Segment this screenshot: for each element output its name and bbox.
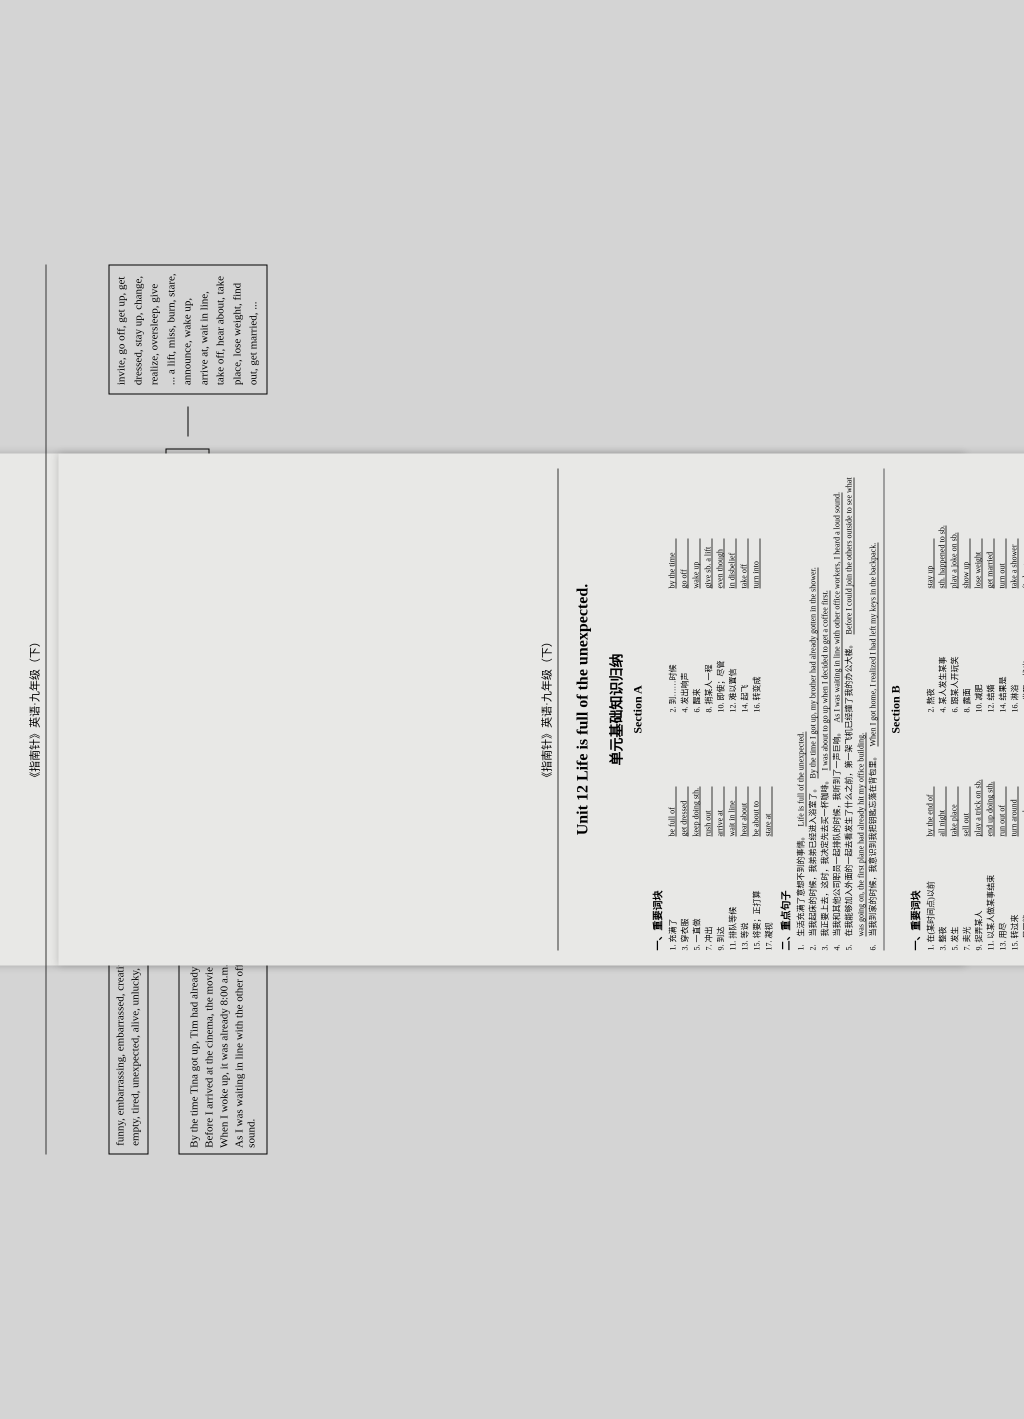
vocab-answer: stare at: [763, 717, 774, 837]
vocab-answer: take place: [949, 717, 960, 837]
vocab-title-a: 一、重要词块: [649, 469, 664, 951]
sentence-item: 5.在我能够加入外面的一起去看发生了什么之前，第一架飞机已经撞了我的办公大楼。 …: [843, 469, 867, 951]
vocab-answer: in disbelief: [727, 469, 738, 589]
vocab-answer: get married: [985, 469, 996, 589]
vocab-answer: sth. happened to sb.: [937, 469, 948, 589]
vocab-answer: get dressed: [679, 717, 690, 837]
vocab-item: 8. 捎某人一程: [703, 593, 714, 713]
vocab-answer: turn out: [997, 469, 1008, 589]
vocab-answer: even though: [715, 469, 726, 589]
vocab-answer: all night: [937, 717, 948, 837]
vocab-answer: go off: [679, 469, 690, 589]
vocab-item: 4. 发出响声: [679, 593, 690, 713]
sentence-item: 1.生活充满了意想不到的事情。 Life is full of the unex…: [795, 469, 807, 951]
vocab-item: 1. 在(某时间点)以前: [925, 841, 936, 951]
vocab-item: 9. 捉弄某人: [973, 841, 984, 951]
unit-title-right: Unit 12 Life is full of the unexpected.: [574, 469, 592, 951]
sentence-item: 3.我正要上去，这时，我决定先去买一杯咖啡。 I was about to go…: [819, 469, 831, 951]
vocab-answer: turn into: [751, 469, 762, 589]
vocab-item: 6. 醒来: [691, 593, 702, 713]
vocab-item: 16. 淋浴: [1009, 593, 1020, 713]
vocab-item: 10. 即使；尽管: [715, 593, 726, 713]
vocab-answer: take off: [739, 469, 750, 589]
vocab-item: 6. 跟某人开玩笑: [949, 593, 960, 713]
vocab-answer: run out of: [997, 717, 1008, 837]
vocab-answer: give sb. a lift: [703, 469, 714, 589]
sentence-list-a: 1.生活充满了意想不到的事情。 Life is full of the unex…: [795, 469, 879, 951]
vocab-item: 14. 结果是: [997, 593, 1008, 713]
vocab-answer: lose weight: [973, 469, 984, 589]
vocab-item: 10. 减肥: [973, 593, 984, 713]
connector-line: [187, 406, 188, 436]
vocab-item: 3. 整夜: [937, 841, 948, 951]
vocab-item: 11. 以某人做某事结束: [985, 841, 996, 951]
vocab-item: 12. 结婚: [985, 593, 996, 713]
vocab-item: 13. 等说: [739, 841, 750, 951]
vocab-item: 13. 用尽: [997, 841, 1008, 951]
vocab-answer: stay up: [925, 469, 936, 589]
vocab-grid-a: 1. 充满了 be full of 2. 到……时候 by the time 3. 穿衣…: [667, 469, 774, 951]
sentence-item: 6.当我到家的时候，我意识到我把钥匙忘落在背包里。 When I got hom…: [867, 469, 879, 951]
vocab-item: 4. 某人发生某事: [937, 593, 948, 713]
vocab-item: 15. 转过来: [1009, 841, 1020, 951]
vocab-item: 5. 一直做: [691, 841, 702, 951]
vocab-answer: sell out: [961, 717, 972, 837]
vocab-item: 2. 到……时候: [667, 593, 678, 713]
vocab-answer: by the end of: [925, 717, 936, 837]
vocab-item: 2. 熬夜: [925, 593, 936, 713]
right-page-content: 《指南针》英语·九年级（下） Unit 12 Life is full of t…: [528, 449, 1008, 971]
vocab-answer: wake up: [691, 469, 702, 589]
vocab-answer: be full of: [667, 717, 678, 837]
vocab-item: 5. 发生: [949, 841, 960, 951]
vocab-title-b: 一、重要词块: [907, 469, 922, 951]
vocab-answer: hear about: [739, 717, 750, 837]
sent-title-a: 二、重点句子: [777, 469, 792, 951]
vocab-item: 11. 排队等候: [727, 841, 738, 951]
vocab-answer: wait in line: [727, 717, 738, 837]
sentence-item: 4.当我和其他公司职员一起排队的时候，我听到了一声巨响。 As I was wa…: [831, 469, 843, 951]
vocab-answer: take a shower: [1009, 469, 1020, 589]
subtitle: 单元基础知识归纳: [606, 469, 626, 951]
vocab-answer: be about to: [751, 717, 762, 837]
vocab-item: 8. 露面: [961, 593, 972, 713]
header-right: 《指南针》英语·九年级（下）: [538, 469, 558, 951]
vocab-item: 1. 充满了: [667, 841, 678, 951]
vocab-item: 15. 将要；正打算: [751, 841, 762, 951]
sentence-item: 2.当我起床的时候，我弟弟已经进入浴室了。 By the time I got …: [807, 469, 819, 951]
vocab-answer: show up: [961, 469, 972, 589]
vocab-item: 14. 起飞: [739, 593, 750, 713]
vocab-item: 7. 冲出: [703, 841, 714, 951]
vocab-answer: rush out: [703, 717, 714, 837]
vocab-item: 12. 难以置信: [727, 593, 738, 713]
section-b-label: Section B: [888, 469, 903, 951]
section-a-label: Section A: [630, 469, 645, 951]
vocab-answer: keep doing sth.: [691, 717, 702, 837]
vocab-answer: play a joke on sb.: [949, 469, 960, 589]
vocab-item: 7. 卖光: [961, 841, 972, 951]
verbs-content-box: invite, go off, get up, get dressed, sta…: [109, 264, 268, 394]
right-page: 《指南针》英语·九年级（下） Unit 12 Life is full of t…: [59, 454, 1024, 966]
vocab-item: 3. 穿衣服: [679, 841, 690, 951]
vocab-item: 16. 转变成: [751, 593, 762, 713]
vocab-answer: play a trick on sb.: [973, 717, 984, 837]
vocab-answer: end up doing sth.: [985, 717, 996, 837]
vocab-item: 17. 凝视: [763, 841, 774, 951]
vocab-answer: arrive at: [715, 717, 726, 837]
header-left: 《指南针》英语·九年级（下）: [26, 264, 46, 1155]
vocab-answer: turn around: [1009, 717, 1020, 837]
vocab-answer: by the time: [667, 469, 678, 589]
vocab-item: 9. 到达: [715, 841, 726, 951]
vocab-grid-b: 1. 在(某时间点)以前 by the end of 2. 熬夜 stay up 3. …: [925, 469, 1024, 951]
